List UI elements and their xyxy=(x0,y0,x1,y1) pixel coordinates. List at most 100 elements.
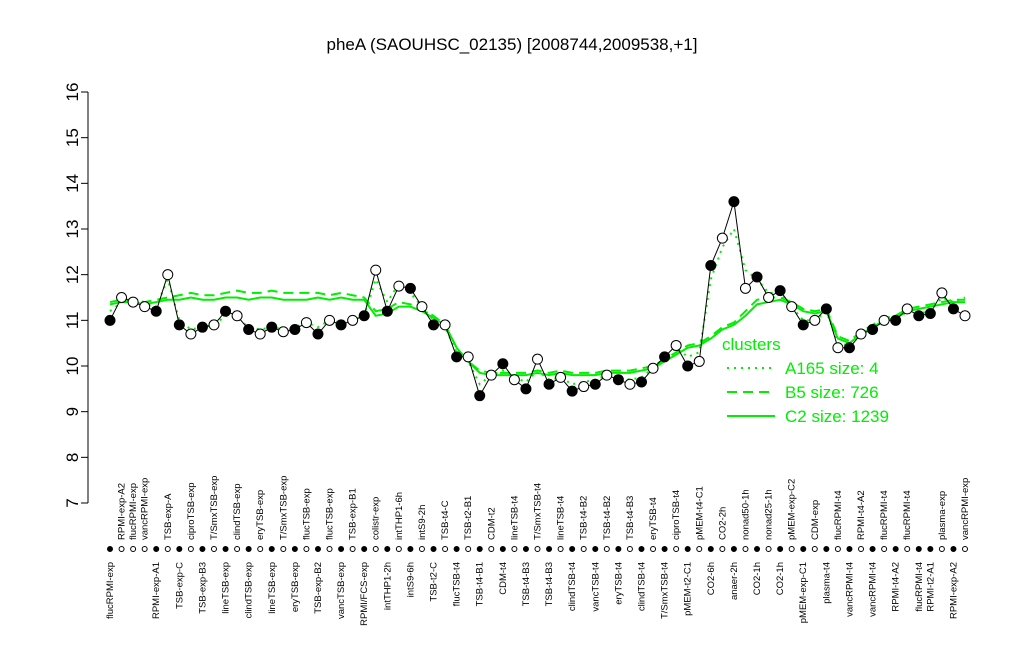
data-point xyxy=(381,305,393,317)
y-tick-label: 10 xyxy=(63,357,82,376)
sample-dot xyxy=(338,546,345,552)
x-label: flucRPMI-t4 xyxy=(833,490,844,540)
sample-dot xyxy=(846,546,853,552)
data-point xyxy=(797,319,809,331)
data-point xyxy=(739,282,751,294)
data-point xyxy=(508,374,520,386)
data-point xyxy=(924,307,936,319)
sample-dot xyxy=(476,546,483,552)
sample-dot xyxy=(234,546,241,552)
x-label: vancTSB-t4 xyxy=(590,562,601,612)
x-label: flucRPMI-t4 xyxy=(914,562,925,612)
sample-dot xyxy=(453,546,460,552)
legend-title: clusters xyxy=(722,335,781,354)
sample-dot xyxy=(754,546,761,552)
data-point xyxy=(855,328,867,340)
data-point xyxy=(913,310,925,322)
sample-dot xyxy=(661,546,668,552)
data-point xyxy=(901,303,913,315)
x-label: TSB-t4-B2 xyxy=(579,496,590,540)
data-point xyxy=(208,319,220,331)
data-point xyxy=(959,310,971,322)
sample-dot xyxy=(869,546,876,552)
data-point xyxy=(243,323,255,335)
x-label: T/SmxTSB-t4 xyxy=(533,483,544,540)
x-label: vancRPMI-t4 xyxy=(868,562,879,617)
x-label: intS9-2h xyxy=(417,505,428,540)
sample-dot xyxy=(326,546,333,552)
data-point xyxy=(589,378,601,390)
sample-dot xyxy=(199,546,206,552)
x-label: lineTSB-t4 xyxy=(556,496,567,540)
data-point xyxy=(196,321,208,333)
data-point xyxy=(185,328,197,340)
sample-dot xyxy=(268,546,275,552)
sample-dot xyxy=(823,546,830,552)
sample-dot xyxy=(615,546,622,552)
sample-dot xyxy=(164,546,171,552)
sample-dot xyxy=(349,546,356,552)
x-label: CDM-t4 xyxy=(498,562,509,595)
x-label: T/SmxTSB-t4 xyxy=(660,562,671,619)
x-label: vancRPMI-exp xyxy=(140,478,151,540)
data-point xyxy=(878,314,890,326)
x-label: anaer-2h xyxy=(729,562,740,600)
x-label: RPMI-exp-A2 xyxy=(117,483,128,540)
data-point xyxy=(370,264,382,276)
x-label: CO2-2h xyxy=(717,507,728,540)
data-point xyxy=(462,351,474,363)
x-label: flucRPMI-t4 xyxy=(902,490,913,540)
data-point xyxy=(763,292,775,303)
x-label: colistr-exp xyxy=(371,497,382,540)
sample-dot xyxy=(430,546,437,552)
y-tick-label: 7 xyxy=(63,498,82,507)
sample-dot xyxy=(592,546,599,552)
data-point xyxy=(867,323,879,335)
data-point xyxy=(659,351,671,363)
data-point xyxy=(300,317,312,329)
x-label: TSB-exp-B2 xyxy=(313,562,324,614)
sample-dot xyxy=(314,546,321,552)
x-label: ciproTSB-exp xyxy=(186,482,197,540)
sample-dot xyxy=(222,546,229,552)
sample-dot xyxy=(418,546,425,552)
x-label: pMEM-exp-C2 xyxy=(787,479,798,540)
x-label: TSB-t4-B3 xyxy=(521,562,532,606)
sample-dot xyxy=(210,546,217,552)
sample-dot xyxy=(915,546,922,552)
x-label: CO2-1h xyxy=(775,562,786,595)
sample-dot xyxy=(800,546,807,552)
data-point xyxy=(624,378,636,390)
x-label: intTHP1-2h xyxy=(382,562,393,610)
x-label: RPMI/FCS-exp xyxy=(359,562,370,626)
sample-dot xyxy=(811,546,818,552)
sample-dot xyxy=(603,546,610,552)
sample-dot xyxy=(730,546,737,552)
sample-dot xyxy=(499,546,506,552)
sample-dot xyxy=(892,546,899,552)
y-tick-label: 14 xyxy=(63,174,82,193)
data-point xyxy=(635,376,647,388)
data-point xyxy=(254,328,266,340)
data-point xyxy=(728,196,740,208)
data-point xyxy=(231,310,243,322)
sample-dot xyxy=(858,546,865,552)
sample-dot xyxy=(407,546,414,552)
data-point xyxy=(497,358,509,370)
sample-dot xyxy=(361,546,368,552)
x-label: CO2-6h xyxy=(706,562,717,595)
sample-dot xyxy=(557,546,564,552)
data-point xyxy=(220,305,232,317)
sample-dot xyxy=(765,546,772,552)
data-point xyxy=(578,381,590,393)
data-point xyxy=(127,296,139,308)
sample-dot xyxy=(673,546,680,552)
x-label: RPMI-t2-A1 xyxy=(925,562,936,612)
data-point xyxy=(936,287,948,299)
sample-dot xyxy=(395,546,402,552)
data-point xyxy=(289,323,301,335)
sample-dot xyxy=(534,546,541,552)
sample-dot xyxy=(546,546,553,552)
data-point xyxy=(474,390,486,402)
x-label: CDM-t2 xyxy=(486,507,497,540)
